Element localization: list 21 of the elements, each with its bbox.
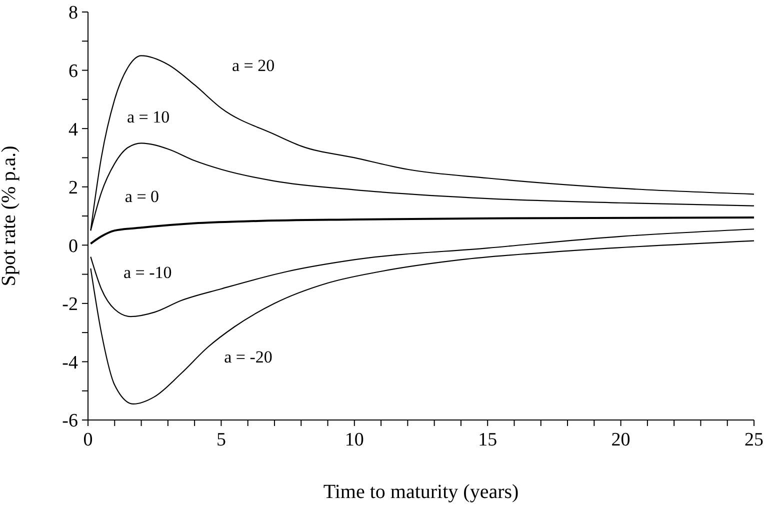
series-label: a = 20 — [232, 56, 275, 76]
x-tick-label: 20 — [611, 429, 630, 450]
series-label: a = 10 — [126, 108, 170, 127]
y-axis-title: Spot rate (% p.a.) — [0, 146, 20, 286]
y-tick-label: 0 — [68, 236, 78, 257]
y-tick-label: -4 — [62, 352, 78, 374]
x-tick-label: 15 — [478, 429, 498, 450]
series-label: a = -10 — [123, 263, 172, 282]
series-label: a = 0 — [124, 186, 160, 206]
y-tick-label: 6 — [68, 61, 78, 82]
y-tick-label: 2 — [68, 178, 78, 199]
x-axis-title: Time to maturity (years) — [323, 481, 519, 503]
x-tick-label: 25 — [744, 429, 764, 450]
y-tick-label: 4 — [68, 119, 78, 140]
x-tick-label: 10 — [344, 429, 364, 450]
y-tick-label: -6 — [62, 410, 78, 432]
x-tick-label: 0 — [83, 429, 93, 450]
x-tick-label: 5 — [216, 429, 226, 450]
y-tick-label: -2 — [62, 294, 78, 316]
series-label: a = -20 — [224, 347, 272, 366]
y-tick-label: 8 — [68, 2, 78, 24]
